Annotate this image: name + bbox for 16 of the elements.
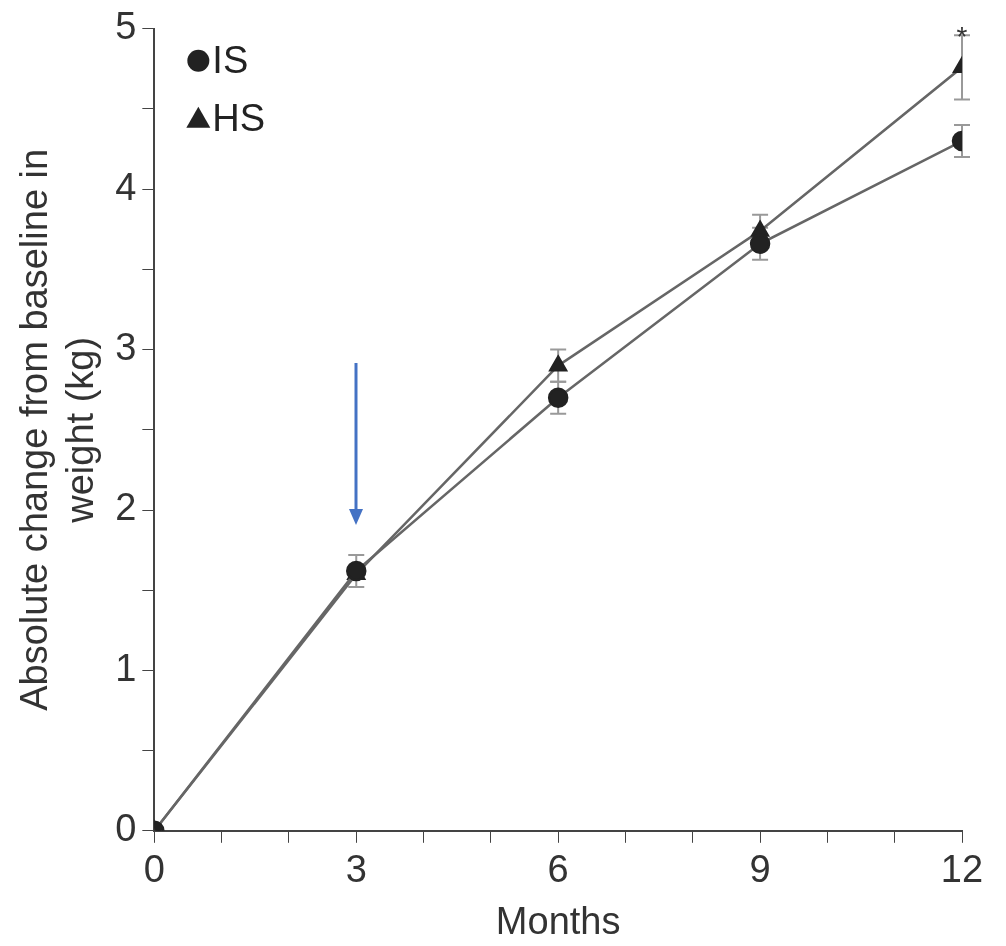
y-tick-label: 1 — [115, 646, 137, 689]
y-tick-label: 5 — [115, 5, 137, 48]
x-tick-label: 0 — [143, 848, 165, 891]
x-tick-label: 12 — [940, 848, 984, 891]
x-tick-label: 6 — [547, 848, 569, 891]
x-tick-label: 3 — [345, 848, 367, 891]
y-tick-label: 0 — [115, 807, 137, 850]
x-axis-title: Months — [495, 899, 621, 942]
annotation: * — [956, 20, 968, 52]
legend-label: HS — [212, 97, 266, 140]
y-tick-label: 3 — [115, 326, 137, 369]
legend-label: IS — [212, 39, 249, 82]
x-tick-label: 9 — [749, 848, 771, 891]
y-tick-label: 4 — [115, 165, 137, 208]
y-tick-label: 2 — [115, 486, 137, 529]
y-axis-title: Absolute change from baseline in weight (kg) — [13, 148, 101, 711]
